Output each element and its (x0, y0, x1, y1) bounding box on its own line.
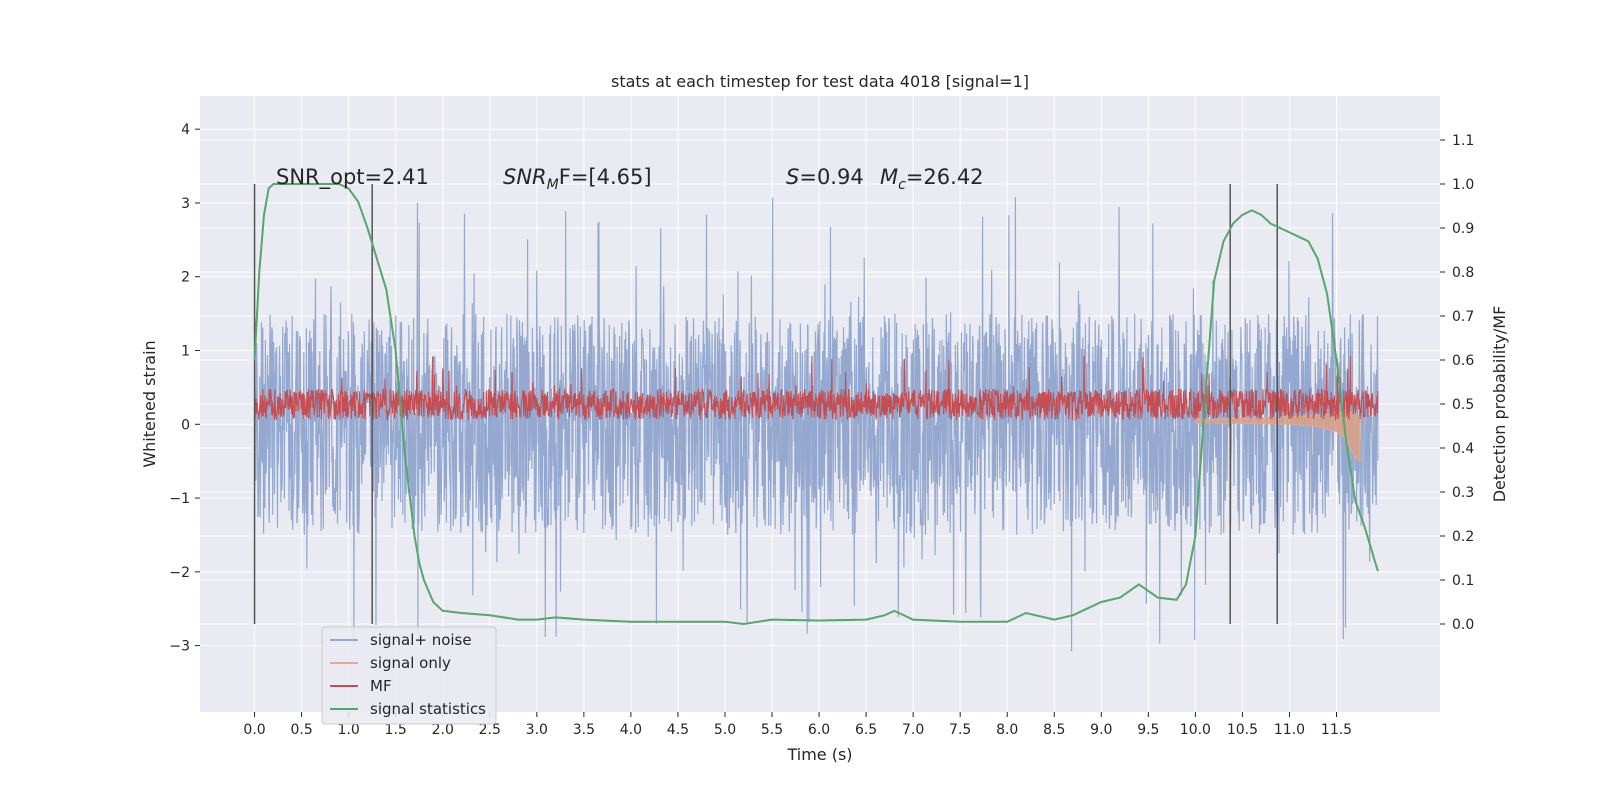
y-tick-label: 2 (181, 270, 190, 286)
x-tick-label: 4.5 (667, 722, 689, 738)
y-right-tick-label: 0.6 (1452, 353, 1474, 369)
x-tick-label: 10.0 (1180, 722, 1211, 738)
x-tick-label: 0.5 (290, 722, 312, 738)
annotation-mc-value: =26.42 (906, 165, 984, 189)
annotation-snr-opt: SNR_opt=2.41 (276, 165, 429, 190)
series-mf (254, 355, 1379, 422)
legend-label-mf: MF (370, 677, 392, 695)
chart-title: stats at each timestep for test data 401… (611, 72, 1029, 91)
x-axis: 0.0 0.5 1.0 1.5 2.0 2.5 3.0 3.5 4.0 4.5 5.0 5.5 6.0 6… (243, 712, 1352, 738)
y-tick-label: −2 (169, 565, 190, 581)
x-tick-label: 6.5 (855, 722, 877, 738)
y-right-tick-label: 0.7 (1452, 309, 1474, 325)
x-tick-label: 10.5 (1227, 722, 1258, 738)
x-tick-label: 11.0 (1274, 722, 1305, 738)
y-tick-label: −1 (169, 491, 190, 507)
y-right-tick-label: 0.8 (1452, 265, 1474, 281)
y-axis-label: Whitened strain (140, 340, 159, 467)
x-tick-label: 7.5 (949, 722, 971, 738)
x-tick-label: 3.0 (526, 722, 548, 738)
x-tick-label: 8.0 (996, 722, 1018, 738)
x-tick-label: 6.0 (808, 722, 830, 738)
y-right-tick-label: 0.4 (1452, 441, 1474, 457)
x-tick-label: 0.0 (243, 722, 265, 738)
x-tick-label: 7.0 (902, 722, 924, 738)
annotation-mc: Mc=26.42 (880, 165, 984, 193)
y-axis-left: −3 −2 −1 0 1 2 3 4 (169, 122, 200, 655)
y-axis-right: 0.0 0.1 0.2 0.3 0.4 0.5 0.6 0.7 0.8 0.9 1.0 1.1 (1440, 133, 1474, 633)
annotation-s-value: =0.94 (799, 165, 863, 189)
y-axis-right-label: Detection probability/MF (1490, 306, 1509, 503)
y-tick-label: 0 (181, 417, 190, 433)
legend-label-signal-noise: signal+ noise (370, 631, 472, 649)
legend: signal+ noise signal only MF signal stat… (321, 626, 497, 725)
legend-box (321, 626, 497, 725)
annotation-snr-mf-main: SNR (503, 165, 547, 189)
annotation-mc-sub: c (898, 177, 906, 193)
x-tick-label: 2.0 (432, 722, 454, 738)
vertical-markers (253, 184, 1278, 624)
y-right-tick-label: 0.1 (1452, 573, 1474, 589)
annotation-snr-mf: SNRMF=[4.65] (503, 165, 652, 193)
y-right-tick-label: 0.0 (1452, 617, 1474, 633)
x-tick-label: 2.5 (479, 722, 501, 738)
y-right-tick-label: 0.2 (1452, 529, 1474, 545)
annotation-s-symbol: S (786, 165, 799, 189)
x-tick-label: 5.5 (761, 722, 783, 738)
annotation-mc-symbol: M (880, 165, 898, 189)
x-tick-label: 8.5 (1043, 722, 1065, 738)
legend-label-signal-only: signal only (370, 654, 451, 672)
legend-label-signal-statistics: signal statistics (370, 700, 486, 718)
y-right-tick-label: 0.9 (1452, 221, 1474, 237)
x-tick-label: 4.0 (620, 722, 642, 738)
series-signal-noise (254, 197, 1379, 652)
series-signal-statistics (253, 183, 1379, 626)
x-axis-label: Time (s) (786, 745, 852, 764)
x-tick-label: 3.5 (573, 722, 595, 738)
x-tick-label: 11.5 (1321, 722, 1352, 738)
x-tick-label: 9.5 (1137, 722, 1159, 738)
y-tick-label: −3 (169, 639, 190, 655)
y-tick-label: 3 (181, 196, 190, 212)
annotation-s: S=0.94 (786, 165, 864, 189)
y-tick-label: 4 (181, 122, 190, 138)
x-tick-label: 5.0 (714, 722, 736, 738)
x-tick-label: 1.0 (338, 722, 360, 738)
y-tick-label: 1 (181, 344, 190, 360)
annotation-snr-mf-sub: M (547, 177, 559, 193)
annotation-snr-mf-rest: F=[4.65] (559, 165, 652, 189)
y-right-tick-label: 1.1 (1452, 133, 1474, 149)
y-right-tick-label: 0.3 (1452, 485, 1474, 501)
x-tick-label: 9.0 (1090, 722, 1112, 738)
y-right-tick-label: 1.0 (1452, 177, 1474, 193)
y-right-tick-label: 0.5 (1452, 397, 1474, 413)
x-tick-label: 1.5 (385, 722, 407, 738)
